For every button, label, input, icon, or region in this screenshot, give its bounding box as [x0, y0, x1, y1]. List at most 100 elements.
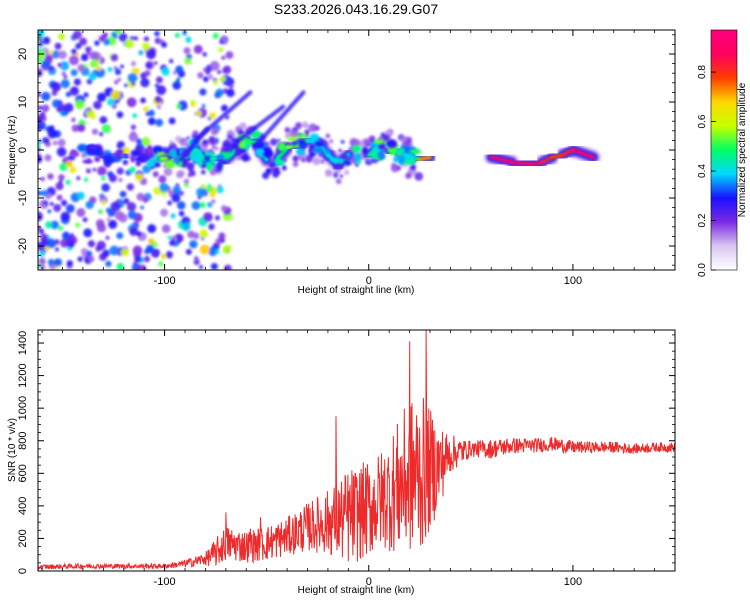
noise-speckle [38, 251, 46, 258]
noise-speckle [134, 266, 140, 270]
ridge-blob [312, 146, 324, 154]
noise-speckle [103, 38, 111, 46]
noise-speckle [85, 168, 91, 174]
noise-speckle [85, 200, 94, 210]
noise-speckle [53, 204, 62, 212]
x-tick-label: 0 [366, 275, 372, 287]
ridge-speckle [382, 134, 391, 142]
noise-speckle [176, 201, 186, 210]
ridge-blob [94, 156, 101, 163]
spectrogram-y-ticks: -20 -10 0 10 20 [17, 34, 675, 266]
noise-speckle [127, 210, 137, 220]
noise-speckle [147, 117, 156, 126]
noise-speckle [38, 91, 41, 98]
noise-speckle [143, 36, 150, 42]
noise-speckle [155, 76, 163, 84]
noise-speckle [143, 106, 149, 113]
noise-speckle [97, 166, 107, 176]
noise-speckle [209, 112, 216, 119]
noise-speckle [89, 59, 99, 69]
ridge-speckle [277, 138, 281, 142]
noise-speckle [195, 110, 202, 117]
ridge-speckle [276, 170, 281, 175]
noise-speckle [171, 193, 181, 203]
noise-speckle [208, 223, 215, 231]
noise-speckle [192, 232, 200, 240]
noise-speckle [98, 131, 104, 137]
ridge-speckle [208, 136, 216, 145]
ridge-speckle [312, 157, 321, 166]
noise-speckle [47, 173, 54, 180]
ridge-blob [344, 160, 352, 166]
ridge-core-segment [509, 160, 535, 167]
noise-speckle [60, 199, 68, 207]
ridge-blob [146, 144, 153, 155]
noise-speckle [47, 128, 58, 139]
ridge-blob [197, 158, 203, 167]
snr-plot-area [38, 330, 675, 571]
noise-speckle [77, 256, 83, 262]
noise-speckle [130, 124, 137, 130]
ridge-speckle [338, 148, 342, 153]
ridge-blob [255, 148, 265, 155]
spectrogram-x-axis-label: Height of straight line (km) [298, 285, 415, 296]
ridge-blob [401, 153, 413, 160]
noise-speckle [184, 57, 192, 65]
noise-speckle [38, 225, 41, 231]
x-tick-label: -100 [154, 275, 176, 287]
ridge-blob [82, 159, 94, 164]
y-tick-label: 0 [17, 568, 29, 574]
noise-speckle [145, 111, 150, 116]
noise-speckle [86, 51, 91, 56]
colorbar-tick-label: 0.8 [697, 65, 708, 79]
noise-speckle [66, 260, 74, 267]
noise-speckle [117, 77, 122, 82]
noise-speckle [57, 138, 66, 147]
noise-speckle [114, 68, 122, 76]
noise-speckle [153, 187, 161, 195]
noise-speckle [145, 61, 153, 69]
colorbar-gradient [711, 30, 737, 270]
noise-speckle [136, 138, 143, 145]
noise-speckle [134, 255, 142, 263]
noise-speckle [217, 69, 222, 75]
noise-speckle [88, 72, 97, 81]
noise-speckle [219, 39, 224, 45]
noise-speckle [197, 72, 204, 79]
ridge-speckle [332, 172, 339, 178]
ridge-blob [351, 145, 362, 153]
noise-speckle [129, 227, 139, 236]
noise-speckle [72, 87, 77, 91]
noise-speckle [73, 30, 82, 40]
ridge-blob [192, 148, 203, 155]
noise-speckle [206, 185, 214, 193]
noise-speckle [95, 219, 105, 228]
noise-speckle [38, 30, 45, 38]
ridge-blob [158, 156, 169, 162]
snr-y-ticks: 0 200 400 600 800 1000 1200 1400 [17, 331, 675, 574]
noise-speckle [102, 249, 110, 257]
figure-title: S233.2026.043.16.29.G07 [274, 1, 438, 17]
noise-speckle [85, 46, 92, 53]
noise-speckle [189, 240, 198, 249]
noise-speckle [199, 244, 210, 255]
noise-speckle [225, 51, 234, 59]
noise-speckle [214, 215, 221, 221]
colorbar-tick-label: 0.6 [697, 114, 708, 128]
noise-speckle [215, 238, 222, 245]
noise-speckle [51, 82, 62, 92]
noise-speckle [152, 171, 159, 178]
noise-speckle [150, 248, 161, 258]
noise-speckle [41, 91, 51, 102]
noise-speckle [229, 84, 234, 90]
noise-speckle [70, 69, 78, 77]
ridge-blob [234, 146, 242, 157]
noise-speckle [80, 53, 89, 62]
noise-speckle [167, 200, 173, 206]
noise-speckle [220, 104, 228, 112]
noise-speckle [176, 77, 181, 82]
noise-speckle [126, 202, 137, 212]
ridge-blob [115, 150, 121, 160]
snr-panel: -100 0 100 0 200 400 600 800 1000 1200 1400 Heigh… [7, 329, 676, 596]
y-tick-label: 20 [17, 48, 29, 60]
